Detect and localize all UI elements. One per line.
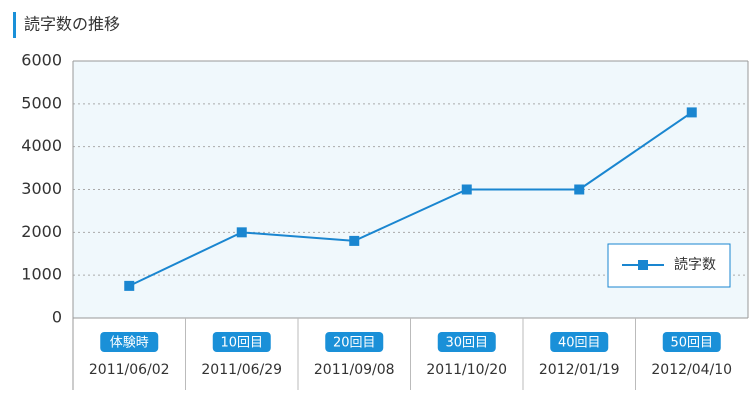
x-tick-date: 2011/10/20 xyxy=(426,362,507,378)
x-tick-label: 30回目 xyxy=(445,336,488,351)
x-tick-label: 50回目 xyxy=(670,336,713,351)
y-tick-label: 3000 xyxy=(21,179,62,198)
category-badge xyxy=(437,332,496,352)
y-tick-label: 6000 xyxy=(21,51,62,70)
category-badge xyxy=(100,332,159,352)
point xyxy=(124,280,135,291)
y-tick-label: 0 xyxy=(52,308,62,327)
chart-title: 読字数の推移 xyxy=(24,15,120,34)
x-tick-label: 20回目 xyxy=(333,336,376,351)
category-badge xyxy=(662,332,721,352)
point xyxy=(461,184,472,195)
y-tick-label: 5000 xyxy=(21,93,62,112)
point xyxy=(236,227,247,238)
x-tick-date: 2011/06/02 xyxy=(89,362,170,378)
point xyxy=(686,107,697,118)
category-badge xyxy=(325,332,384,352)
point xyxy=(574,184,585,195)
y-tick-label: 2000 xyxy=(21,222,62,241)
x-tick-date: 2012/04/10 xyxy=(651,362,732,378)
category-badge xyxy=(212,332,271,352)
category-badge xyxy=(550,332,609,352)
x-tick-label: 10回目 xyxy=(220,336,263,351)
x-tick-label: 40回目 xyxy=(558,336,601,351)
series-line xyxy=(128,111,693,287)
point xyxy=(349,235,360,246)
x-tick-date: 2012/01/19 xyxy=(539,362,620,378)
legend-marker xyxy=(638,260,648,270)
legend-label: 読字数 xyxy=(674,256,716,273)
x-tick-label: 体験時 xyxy=(110,336,149,351)
x-tick-date: 2011/09/08 xyxy=(314,362,395,378)
title-bar xyxy=(13,12,16,38)
y-tick-label: 4000 xyxy=(21,136,62,155)
x-tick-date: 2011/06/29 xyxy=(201,362,282,378)
y-tick-label: 1000 xyxy=(21,265,62,284)
